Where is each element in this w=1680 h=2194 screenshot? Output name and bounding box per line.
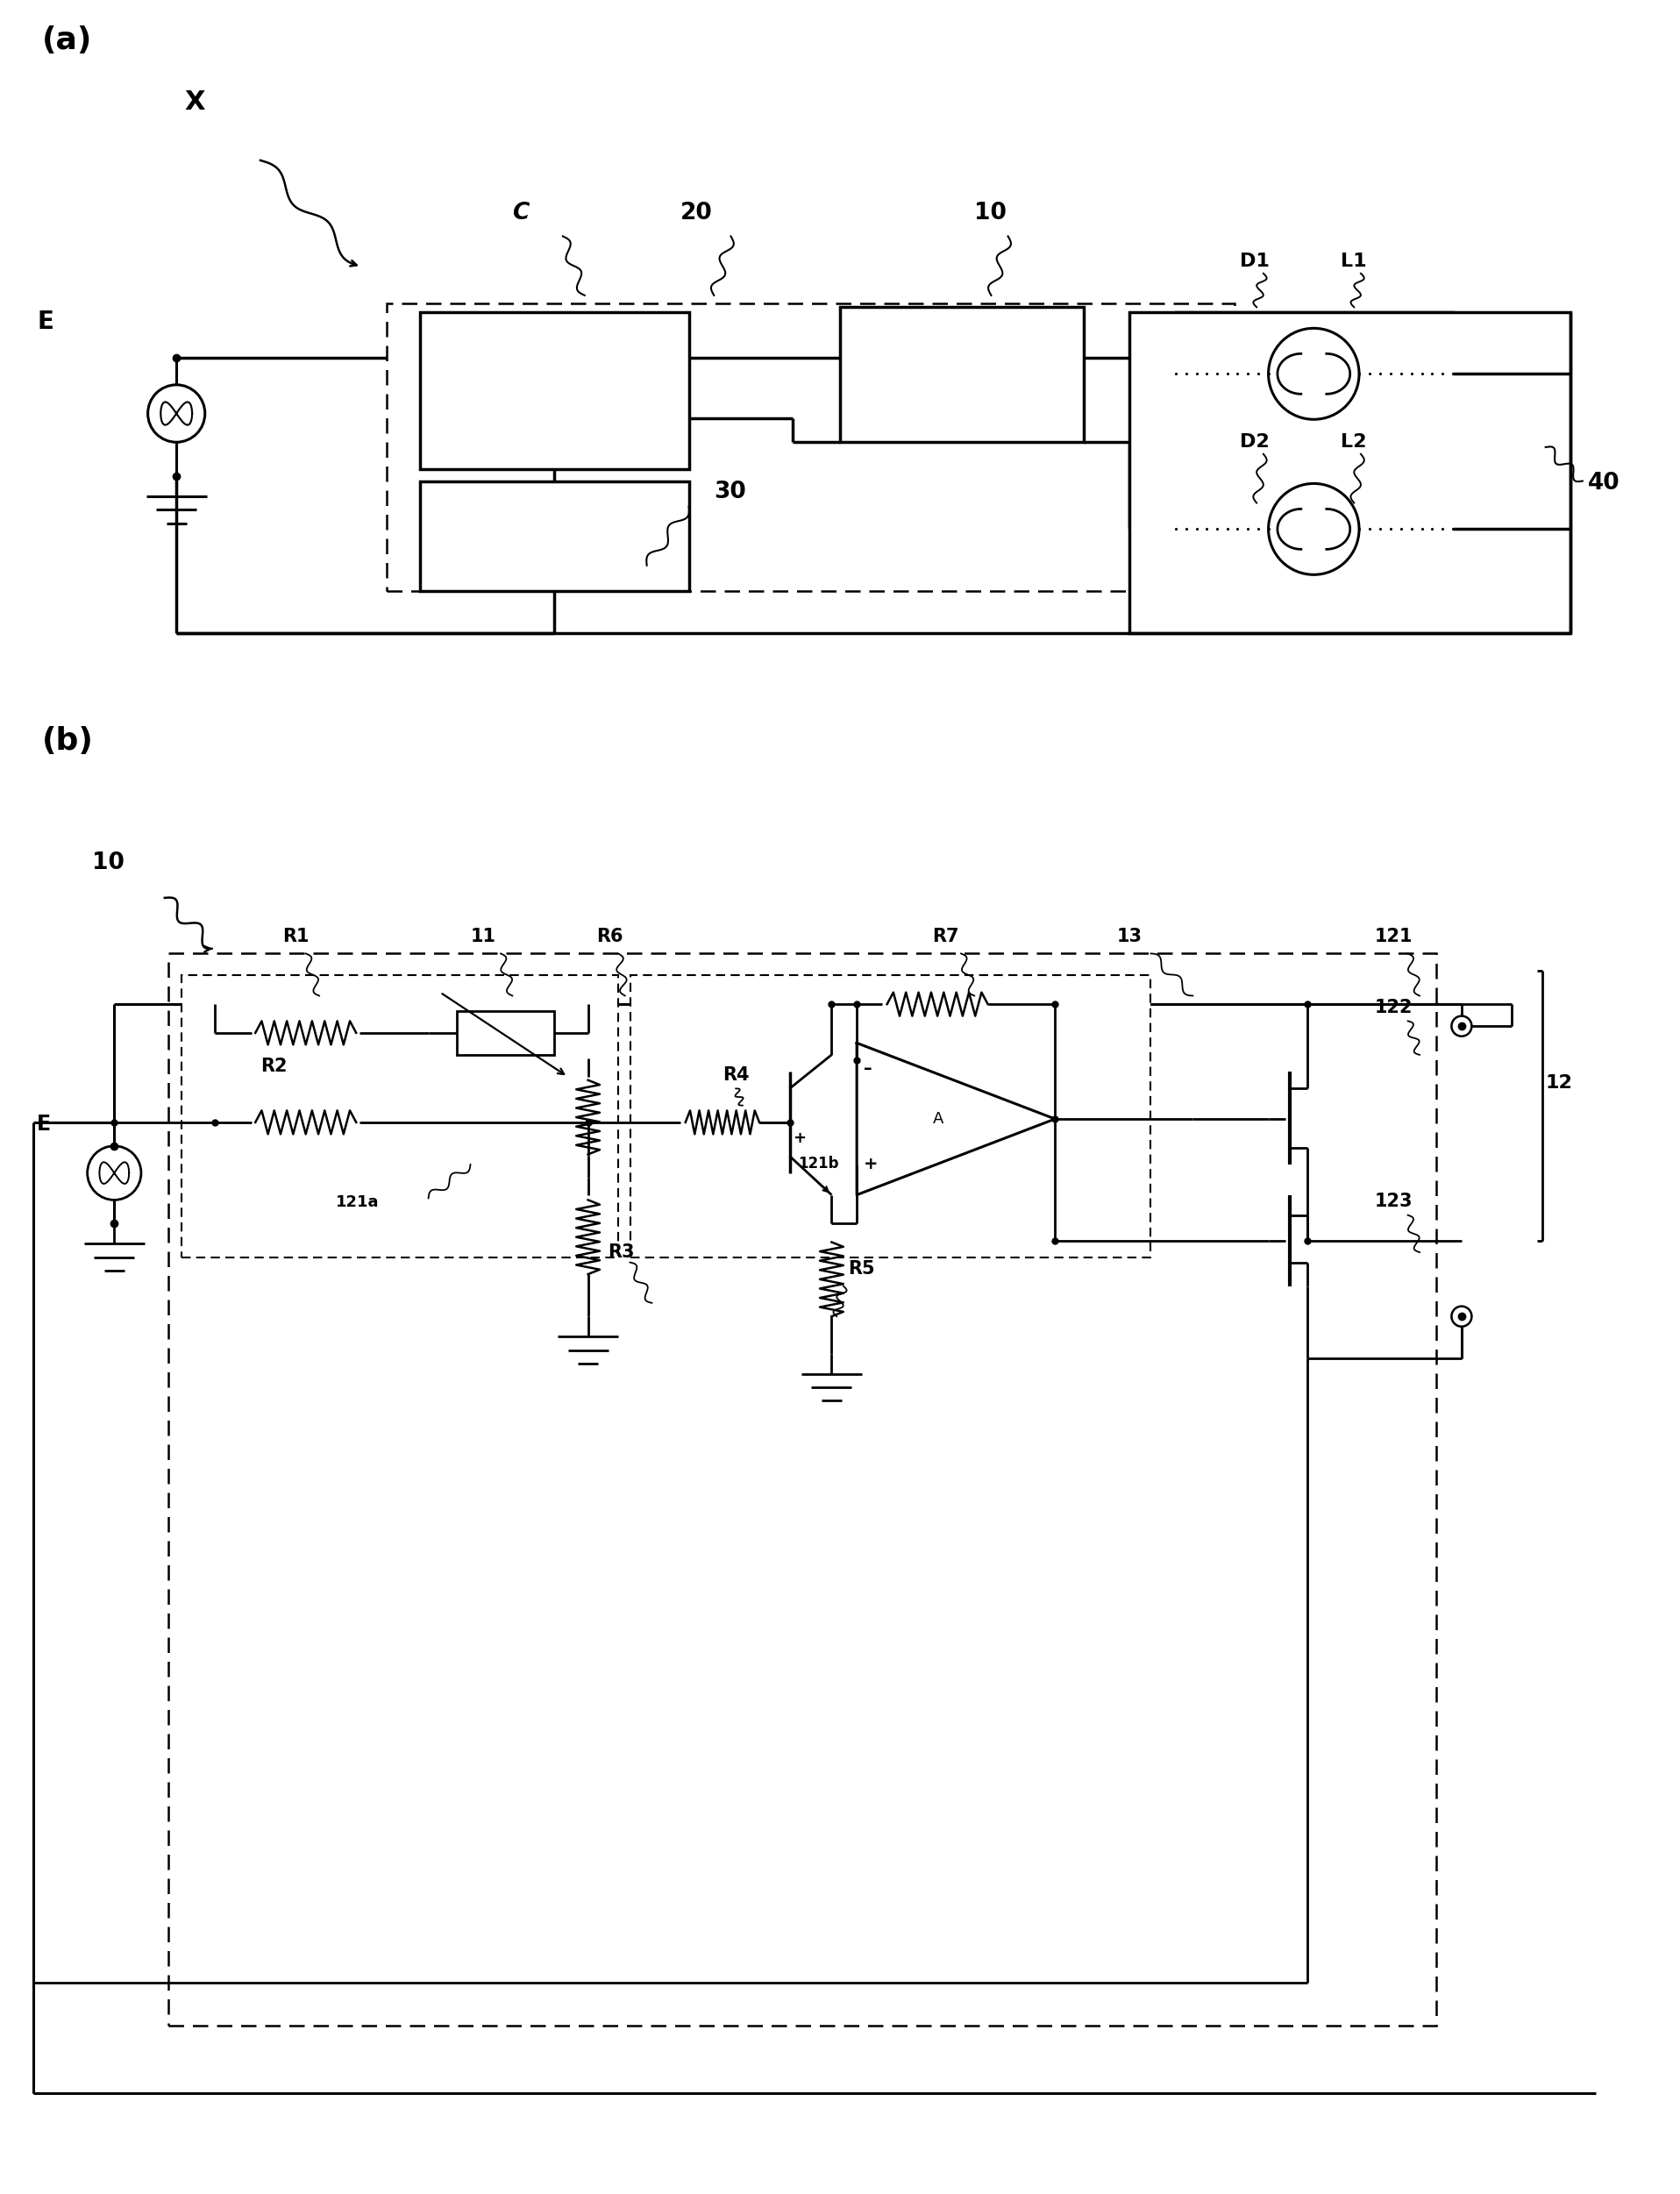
Text: E: E [37,1115,50,1134]
Text: C: C [512,202,529,224]
Text: 122: 122 [1374,998,1413,1016]
Bar [420,312,689,470]
Bar [1176,312,1453,434]
Text: 13: 13 [1117,928,1142,946]
Text: 10: 10 [92,851,124,875]
Text: R4: R4 [722,1066,749,1084]
Text: +: + [793,1130,806,1145]
Circle shape [148,384,205,443]
Text: 121b: 121b [798,1156,838,1172]
Text: –: – [864,1060,872,1077]
Text: R5: R5 [848,1259,875,1277]
Text: (a): (a) [42,26,92,55]
Text: A: A [932,1110,942,1128]
Circle shape [1268,483,1359,575]
Text: D1: D1 [1240,252,1270,270]
Text: R3: R3 [608,1244,635,1262]
Text: (b): (b) [42,726,94,755]
Text: X: X [185,90,205,114]
Text: 12: 12 [1546,1075,1572,1093]
Text: R1: R1 [282,928,309,946]
Circle shape [1452,1016,1472,1036]
Circle shape [1452,1305,1472,1327]
Bar [181,976,618,1257]
Text: 121: 121 [1374,928,1413,946]
Text: L1: L1 [1341,252,1366,270]
Text: 10: 10 [974,202,1006,224]
Bar [386,303,1235,590]
Bar [420,480,689,590]
Text: R6: R6 [596,928,623,946]
Bar [1129,312,1571,632]
Text: 11: 11 [470,928,496,946]
Text: +: + [864,1156,879,1174]
Text: 123: 123 [1374,1194,1413,1211]
Text: 30: 30 [714,480,746,502]
Text: R7: R7 [932,928,959,946]
Text: 20: 20 [680,202,712,224]
Text: R2: R2 [260,1058,287,1075]
Text: 40: 40 [1588,472,1620,494]
Text: L2: L2 [1341,432,1366,450]
Bar [168,954,1436,2025]
Bar [457,1011,554,1055]
Text: E: E [37,309,54,333]
Circle shape [1268,329,1359,419]
Bar [840,307,1084,443]
Bar [630,976,1151,1257]
Text: D2: D2 [1240,432,1270,450]
Bar [1176,467,1453,590]
Circle shape [87,1145,141,1200]
Text: 121a: 121a [336,1194,380,1211]
